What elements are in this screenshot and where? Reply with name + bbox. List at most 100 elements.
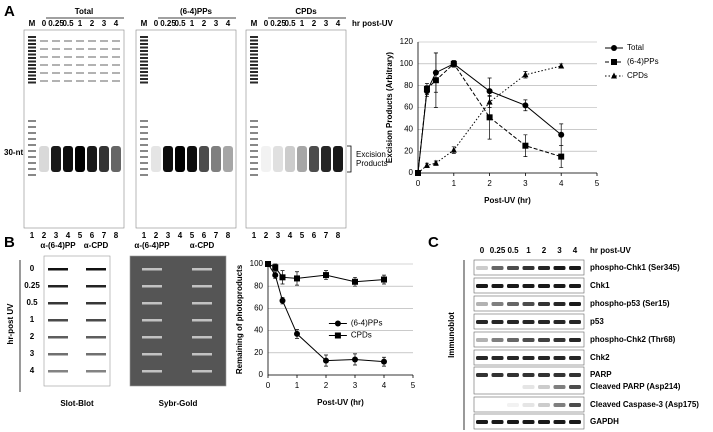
blot-band [553,356,566,360]
blot-band [476,320,488,324]
lane-label: 3 [324,19,329,28]
gel-header: Total [75,7,94,16]
legend-label: (6-4)PPs [351,319,383,328]
blot-band [491,338,504,342]
hour-label: 2 [30,332,35,341]
smear-band [64,48,72,50]
blot-band [491,420,504,424]
blot-band [507,284,519,288]
hour-label: 3 [30,349,35,358]
ladder-band [250,78,258,80]
blot-band [507,356,519,360]
blot-band [569,338,581,342]
row-label: Chk1 [590,281,610,290]
lane-number: 3 [166,231,171,240]
smear-band [52,48,60,50]
y-tick-label: 80 [404,81,413,90]
product-band [51,146,61,172]
blot-band [476,284,488,288]
lane-label: 0.25 [48,19,64,28]
ladder-band [250,60,258,63]
smear-band [64,80,72,82]
marker [486,88,493,95]
marker-label: 30-nt [4,148,23,157]
marker [294,330,300,337]
blot-band [507,403,519,407]
y-tick-label: 80 [254,281,263,290]
slot [192,319,212,322]
ladder-band [28,64,36,66]
axes [267,264,413,376]
blot-band [538,320,550,324]
slot [48,285,68,288]
lane-number: 4 [288,231,293,240]
blot [473,396,585,413]
marker [558,153,565,160]
blot-band [569,420,581,424]
lane-number: 6 [312,231,317,240]
blot-band [538,385,550,389]
lane-label: 0.5 [284,19,296,28]
ladder-band [250,67,258,70]
product-band [211,146,221,172]
slot-caption: Sybr-Gold [159,399,198,408]
marker [334,320,341,327]
smear-band [64,40,72,42]
ladder-band [28,120,36,122]
smear-band [88,80,96,82]
ladder-band [250,57,258,59]
row-label: Chk2 [590,353,610,362]
ladder-band [250,71,258,73]
gel [245,29,347,229]
blot-band [491,373,504,377]
slot [192,302,212,305]
smear-band [112,64,120,66]
ladder-band [140,64,148,66]
ladder-band [28,168,36,170]
row-label: Cleaved PARP (Asp214) [590,382,681,391]
marker [279,274,286,281]
ladder-band [140,50,148,52]
lane-number: 5 [190,231,195,240]
smear-band [40,56,48,58]
marker [323,357,329,364]
product-band [273,146,283,172]
slot [192,285,212,288]
ladder-band [28,39,36,42]
lane-number: 7 [324,231,329,240]
row-label: Cleaved Caspase-3 (Asp175) [590,400,699,409]
blot-band [522,420,535,424]
smear-band [52,56,60,58]
ladder-band [250,132,258,134]
marker [486,98,493,105]
marker [381,358,387,365]
hour-label: 1 [30,315,35,324]
ladder-band [250,36,258,38]
x-tick-label: 2 [487,179,492,188]
smear-band [88,72,96,74]
slot [86,370,106,373]
lane-label: 1 [300,19,305,28]
slot [48,302,68,305]
ladder-band [140,78,148,80]
y-tick-label: 0 [409,168,414,177]
ladder-band [250,39,258,42]
lane-label: 0 [42,19,47,28]
x-tick-label: 1 [295,381,300,390]
slot [142,353,162,356]
lane-label: M [29,19,36,28]
marker [272,264,279,271]
slot [48,319,68,322]
x-tick-label: 0 [266,381,271,390]
lane-label: 3 [214,19,219,28]
lane-number: 7 [214,231,219,240]
product-band [99,146,109,172]
ladder-band [140,126,148,128]
slot [192,336,212,339]
ladder-band [28,174,36,176]
slot [142,268,162,271]
ladder-band [28,156,36,158]
ladder-band [140,39,148,42]
marker [611,72,617,79]
lane-number: 1 [142,231,147,240]
